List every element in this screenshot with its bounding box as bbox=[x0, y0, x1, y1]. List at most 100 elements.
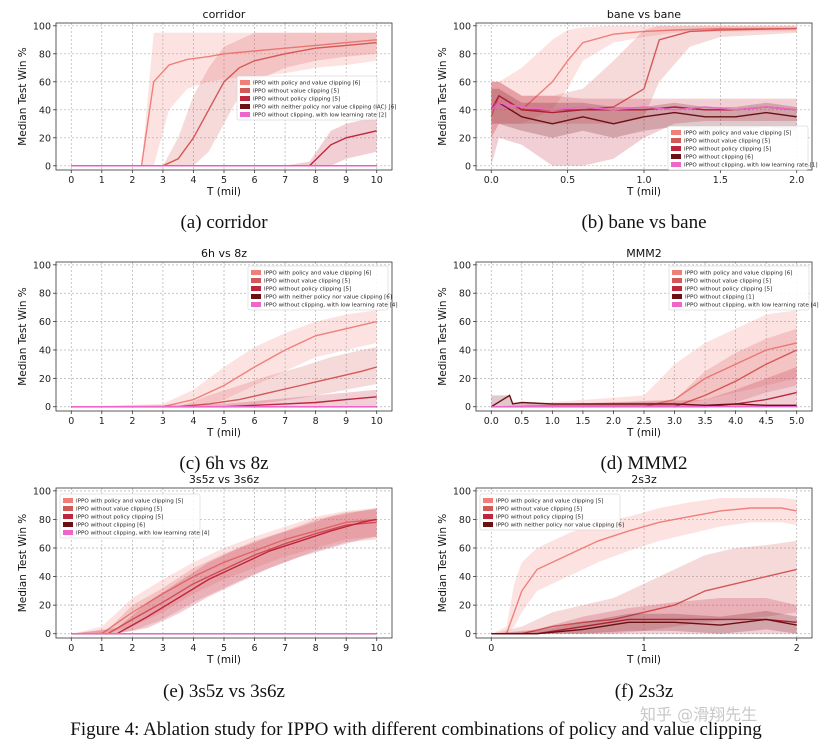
y-tick-label: 0 bbox=[45, 161, 51, 172]
series-line-1 bbox=[71, 518, 377, 635]
legend-box bbox=[668, 265, 810, 311]
x-tick-label: 5 bbox=[221, 175, 227, 186]
x-tick-label: 0 bbox=[68, 416, 74, 427]
legend-label: IPPO without value clipping [5] bbox=[684, 139, 770, 145]
series-line-4 bbox=[491, 618, 797, 635]
legend: IPPO with policy and value clipping [6] I… bbox=[236, 75, 396, 121]
legend-label: IPPO without clipping, with low learning… bbox=[264, 303, 398, 309]
y-tick-label: 100 bbox=[453, 486, 471, 497]
legend-label: IPPO without clipping [6] bbox=[684, 155, 753, 161]
y-tick-label: 40 bbox=[459, 105, 471, 116]
y-tick-label: 60 bbox=[39, 77, 51, 88]
x-axis-label: T (mil) bbox=[626, 654, 661, 666]
y-tick-label: 0 bbox=[465, 161, 471, 172]
y-tick-label: 60 bbox=[459, 77, 471, 88]
figure-caption: Figure 4: Ablation study for IPPO with d… bbox=[70, 719, 762, 740]
series-line-2 bbox=[491, 568, 797, 635]
legend-swatch bbox=[240, 80, 250, 85]
legend-label: IPPO without clipping, with low learning… bbox=[685, 303, 819, 309]
legend-swatch bbox=[671, 162, 681, 167]
legend-swatch bbox=[240, 88, 250, 93]
legend-swatch bbox=[63, 522, 73, 527]
x-tick-label: 3.5 bbox=[698, 416, 713, 427]
y-axis-label: Median Test Win % bbox=[17, 47, 29, 146]
x-tick-label: 1 bbox=[99, 175, 105, 186]
y-tick-label: 100 bbox=[453, 21, 471, 32]
legend-swatch bbox=[671, 130, 681, 135]
x-tick-label: 2 bbox=[129, 175, 135, 186]
legend-label: IPPO with policy and value clipping [6] bbox=[685, 271, 792, 277]
legend-swatch bbox=[671, 138, 681, 143]
y-tick-label: 40 bbox=[39, 105, 51, 116]
x-tick-label: 3 bbox=[160, 416, 166, 427]
legend-box bbox=[479, 493, 621, 531]
y-tick-label: 100 bbox=[453, 260, 471, 271]
y-tick-label: 0 bbox=[45, 402, 51, 413]
series-band-1 bbox=[491, 310, 797, 407]
y-tick-label: 80 bbox=[39, 289, 51, 300]
legend-label: IPPO without policy clipping [5] bbox=[76, 515, 163, 521]
legend: IPPO with policy and value clipping [6] I… bbox=[668, 265, 819, 311]
x-tick-label: 10 bbox=[371, 175, 383, 186]
series-line-1 bbox=[71, 320, 377, 408]
series-line-2 bbox=[71, 41, 377, 167]
x-tick-label: 10 bbox=[371, 416, 383, 427]
x-tick-label: 2 bbox=[794, 643, 800, 654]
subfigure-caption: (a) corridor bbox=[180, 212, 268, 233]
subfigure-caption: (d) MMM2 bbox=[600, 453, 687, 474]
legend-label: IPPO without value clipping [5] bbox=[264, 279, 350, 285]
legend-label: IPPO without clipping [6] bbox=[76, 523, 145, 529]
x-tick-label: 0 bbox=[68, 643, 74, 654]
y-tick-label: 60 bbox=[39, 544, 51, 555]
x-axis-label: T (mil) bbox=[626, 427, 661, 439]
y-axis-label: Median Test Win % bbox=[17, 287, 29, 386]
legend-label: IPPO with policy and value clipping [5] bbox=[684, 131, 791, 137]
legend-box bbox=[667, 125, 809, 171]
series-band-1 bbox=[491, 498, 797, 634]
series-band-2 bbox=[71, 347, 377, 407]
x-tick-label: 3 bbox=[160, 643, 166, 654]
x-tick-label: 1 bbox=[641, 643, 647, 654]
x-tick-label: 4 bbox=[190, 416, 196, 427]
y-tick-label: 20 bbox=[39, 133, 51, 144]
legend-label: IPPO without clipping, with low learning… bbox=[684, 163, 818, 169]
legend-label: IPPO without policy clipping [5] bbox=[684, 147, 771, 153]
legend-label: IPPO with neither policy nor value clipp… bbox=[253, 105, 396, 111]
series-band-3 bbox=[71, 508, 377, 634]
legend-swatch bbox=[483, 506, 493, 511]
x-tick-label: 8 bbox=[313, 416, 319, 427]
y-tick-label: 80 bbox=[459, 515, 471, 526]
series-band-2 bbox=[491, 540, 797, 634]
series-line-3 bbox=[71, 518, 377, 635]
x-tick-label: 9 bbox=[343, 416, 349, 427]
legend: IPPO with policy and value clipping [5] I… bbox=[667, 125, 818, 171]
series-line-2 bbox=[71, 366, 377, 408]
y-tick-label: 60 bbox=[459, 317, 471, 328]
legend-swatch bbox=[672, 302, 682, 307]
y-axis-label: Median Test Win % bbox=[17, 514, 29, 613]
y-tick-label: 100 bbox=[33, 21, 51, 32]
legend-label: IPPO without clipping [1] bbox=[685, 295, 754, 301]
y-tick-label: 60 bbox=[459, 544, 471, 555]
legend-box bbox=[236, 75, 378, 121]
x-tick-label: 1.5 bbox=[713, 175, 728, 186]
x-tick-label: 8 bbox=[313, 175, 319, 186]
series-line-5 bbox=[490, 102, 797, 111]
series-band-2 bbox=[71, 32, 377, 166]
chart-title: 6h vs 8z bbox=[201, 247, 247, 260]
series-band-1 bbox=[71, 32, 377, 166]
x-tick-label: 0.0 bbox=[484, 416, 499, 427]
y-tick-label: 80 bbox=[39, 49, 51, 60]
subfigure-caption: (c) 6h vs 8z bbox=[179, 453, 268, 474]
legend-swatch bbox=[671, 154, 681, 159]
legend-label: IPPO without value clipping [5] bbox=[76, 507, 162, 513]
y-tick-label: 40 bbox=[459, 572, 471, 583]
x-axis-label: T (mil) bbox=[626, 186, 661, 198]
x-tick-label: 5 bbox=[221, 643, 227, 654]
series-line-1 bbox=[71, 39, 377, 167]
chart-panel-2: 0.0 0.5 1.0 1.5 2.0 0 20 40 60 80 100 bane vs bane T… bbox=[437, 8, 818, 233]
legend-label: IPPO with policy and value clipping [5] bbox=[76, 499, 183, 505]
x-tick-label: 0.5 bbox=[514, 416, 529, 427]
legend-label: IPPO without value clipping [5] bbox=[685, 279, 771, 285]
